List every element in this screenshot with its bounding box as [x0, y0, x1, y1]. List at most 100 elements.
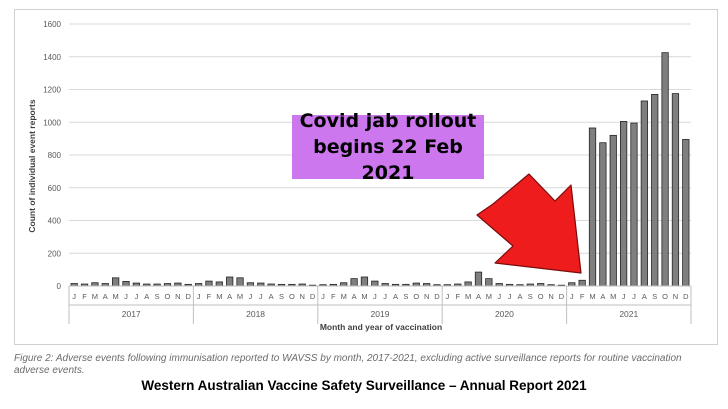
bar: [112, 277, 120, 287]
month-tick-label: M: [589, 292, 595, 301]
y-tick-label: 400: [48, 217, 62, 226]
bar: [682, 139, 690, 287]
month-tick-label: J: [124, 292, 128, 301]
month-tick-label: O: [165, 292, 171, 301]
bar: [599, 142, 607, 287]
bar: [122, 281, 130, 287]
y-tick-label: 600: [48, 184, 62, 193]
month-tick-label: M: [113, 292, 119, 301]
year-label: 2020: [495, 309, 514, 319]
month-tick-label: J: [497, 292, 501, 301]
month-tick-label: N: [548, 292, 553, 301]
bar: [640, 100, 648, 287]
annotation-line-2: begins 22 Feb 2021: [313, 136, 463, 184]
month-tick-label: J: [249, 292, 253, 301]
month-tick-label: N: [424, 292, 429, 301]
month-tick-label: M: [486, 292, 492, 301]
month-tick-label: A: [476, 292, 481, 301]
month-tick-label: J: [72, 292, 76, 301]
month-tick-label: M: [341, 292, 347, 301]
month-tick-label: N: [673, 292, 678, 301]
month-tick-label: O: [289, 292, 295, 301]
figure-caption: Figure 2: Adverse events following immun…: [14, 353, 682, 376]
y-tick-label: 1000: [43, 118, 61, 127]
bar: [620, 121, 628, 287]
bar: [350, 278, 358, 287]
month-tick-label: A: [517, 292, 522, 301]
month-tick-label: F: [455, 292, 460, 301]
y-tick-label: 1600: [43, 20, 61, 29]
bar: [371, 280, 379, 287]
y-tick-label: 1400: [43, 53, 61, 62]
month-tick-label: J: [446, 292, 450, 301]
red-arrow: [476, 173, 582, 274]
month-tick-label: S: [279, 292, 284, 301]
month-tick-label: F: [82, 292, 87, 301]
month-tick-label: J: [373, 292, 377, 301]
month-tick-label: A: [227, 292, 232, 301]
month-tick-label: J: [508, 292, 512, 301]
month-tick-label: A: [103, 292, 108, 301]
bar: [236, 277, 244, 287]
month-tick-label: J: [632, 292, 636, 301]
month-tick-label: A: [352, 292, 357, 301]
month-tick-label: J: [321, 292, 325, 301]
bar: [578, 279, 586, 287]
month-tick-label: A: [144, 292, 149, 301]
month-tick-label: D: [186, 292, 192, 301]
bar: [485, 278, 493, 287]
year-label: 2019: [371, 309, 390, 319]
month-tick-label: M: [361, 292, 367, 301]
month-tick-label: S: [155, 292, 160, 301]
y-tick-labels: 0 200 400 600 800 1000 1200 1400 1600: [43, 20, 61, 291]
month-tick-label: J: [259, 292, 263, 301]
month-tick-label: D: [310, 292, 316, 301]
month-tick-label: S: [652, 292, 657, 301]
bar: [651, 94, 659, 287]
bar: [630, 122, 638, 287]
y-tick-label: 1200: [43, 86, 61, 95]
bar: [464, 281, 472, 287]
month-tick-label: F: [207, 292, 212, 301]
month-tick-label: N: [175, 292, 180, 301]
month-tick-label: M: [216, 292, 222, 301]
bar: [661, 52, 669, 287]
month-tick-label: J: [383, 292, 387, 301]
month-tick-label: A: [393, 292, 398, 301]
year-label: 2021: [619, 309, 638, 319]
y-axis-title: Count of individual event reports: [27, 99, 37, 232]
month-tick-label: D: [683, 292, 689, 301]
month-tick-label: J: [622, 292, 626, 301]
y-tick-label: 0: [57, 282, 62, 291]
month-tick-label: A: [600, 292, 605, 301]
month-tick-label: F: [580, 292, 585, 301]
month-tick-label: J: [135, 292, 139, 301]
month-tick-label: A: [269, 292, 274, 301]
month-tick-label: S: [403, 292, 408, 301]
month-tick-label: A: [642, 292, 647, 301]
month-tick-label: O: [538, 292, 544, 301]
annotation-box: Covid jab rollout begins 22 Feb 2021: [292, 110, 484, 184]
bar: [226, 276, 234, 287]
month-tick-label: M: [465, 292, 471, 301]
year-label: 2018: [246, 309, 265, 319]
month-tick-label: O: [662, 292, 668, 301]
annotation-line-1: Covid jab rollout: [299, 110, 477, 132]
month-tick-label: J: [570, 292, 574, 301]
bar: [588, 127, 597, 287]
bar: [671, 93, 680, 287]
bar: [360, 276, 369, 287]
month-tick-label: N: [300, 292, 305, 301]
month-tick-label: M: [610, 292, 616, 301]
y-tick-label: 200: [48, 249, 62, 258]
month-tick-label: O: [413, 292, 419, 301]
bar: [609, 134, 617, 287]
month-tick-label: F: [331, 292, 336, 301]
month-tick-label: J: [197, 292, 201, 301]
month-tick-label: D: [559, 292, 565, 301]
month-tick-label: D: [434, 292, 440, 301]
bar: [205, 280, 213, 287]
